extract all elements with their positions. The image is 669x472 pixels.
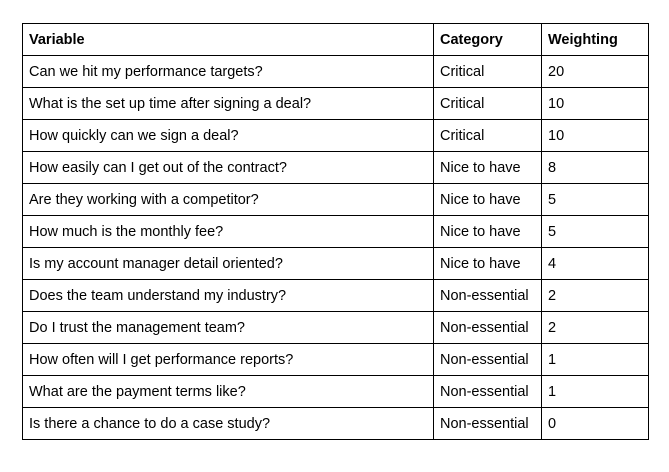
- weighting-table: Variable Category Weighting Can we hit m…: [22, 23, 649, 440]
- cell-weighting: 8: [541, 151, 649, 184]
- cell-weighting: 1: [541, 375, 649, 408]
- cell-category: Non-essential: [433, 311, 542, 344]
- cell-weighting: 2: [541, 279, 649, 312]
- cell-variable: How often will I get performance reports…: [22, 343, 434, 376]
- cell-variable: Does the team understand my industry?: [22, 279, 434, 312]
- cell-category: Critical: [433, 55, 542, 88]
- cell-variable: How much is the monthly fee?: [22, 215, 434, 248]
- table-row: What is the set up time after signing a …: [22, 87, 649, 120]
- cell-weighting: 20: [541, 55, 649, 88]
- cell-variable: Is my account manager detail oriented?: [22, 247, 434, 280]
- table-row: How much is the monthly fee? Nice to hav…: [22, 215, 649, 248]
- cell-category: Critical: [433, 119, 542, 152]
- cell-variable: Can we hit my performance targets?: [22, 55, 434, 88]
- cell-weighting: 4: [541, 247, 649, 280]
- cell-variable: Are they working with a competitor?: [22, 183, 434, 216]
- table-row: Is there a chance to do a case study? No…: [22, 407, 649, 440]
- header-weighting: Weighting: [541, 23, 649, 56]
- cell-variable: What are the payment terms like?: [22, 375, 434, 408]
- table-row: How quickly can we sign a deal? Critical…: [22, 119, 649, 152]
- cell-weighting: 5: [541, 183, 649, 216]
- table-row: Is my account manager detail oriented? N…: [22, 247, 649, 280]
- cell-weighting: 10: [541, 119, 649, 152]
- cell-category: Critical: [433, 87, 542, 120]
- table-row: Can we hit my performance targets? Criti…: [22, 55, 649, 88]
- table-row: What are the payment terms like? Non-ess…: [22, 375, 649, 408]
- cell-weighting: 0: [541, 407, 649, 440]
- cell-category: Non-essential: [433, 279, 542, 312]
- table-row: Does the team understand my industry? No…: [22, 279, 649, 312]
- cell-variable: How easily can I get out of the contract…: [22, 151, 434, 184]
- cell-category: Non-essential: [433, 407, 542, 440]
- cell-variable: How quickly can we sign a deal?: [22, 119, 434, 152]
- cell-variable: What is the set up time after signing a …: [22, 87, 434, 120]
- cell-weighting: 5: [541, 215, 649, 248]
- cell-weighting: 1: [541, 343, 649, 376]
- table-row: Are they working with a competitor? Nice…: [22, 183, 649, 216]
- cell-category: Nice to have: [433, 247, 542, 280]
- cell-weighting: 2: [541, 311, 649, 344]
- cell-category: Non-essential: [433, 375, 542, 408]
- table-row: How often will I get performance reports…: [22, 343, 649, 376]
- cell-category: Non-essential: [433, 343, 542, 376]
- cell-weighting: 10: [541, 87, 649, 120]
- cell-category: Nice to have: [433, 151, 542, 184]
- table-row: Do I trust the management team? Non-esse…: [22, 311, 649, 344]
- cell-category: Nice to have: [433, 215, 542, 248]
- table-row: How easily can I get out of the contract…: [22, 151, 649, 184]
- header-category: Category: [433, 23, 542, 56]
- cell-variable: Is there a chance to do a case study?: [22, 407, 434, 440]
- table-header-row: Variable Category Weighting: [22, 23, 649, 56]
- header-variable: Variable: [22, 23, 434, 56]
- cell-category: Nice to have: [433, 183, 542, 216]
- cell-variable: Do I trust the management team?: [22, 311, 434, 344]
